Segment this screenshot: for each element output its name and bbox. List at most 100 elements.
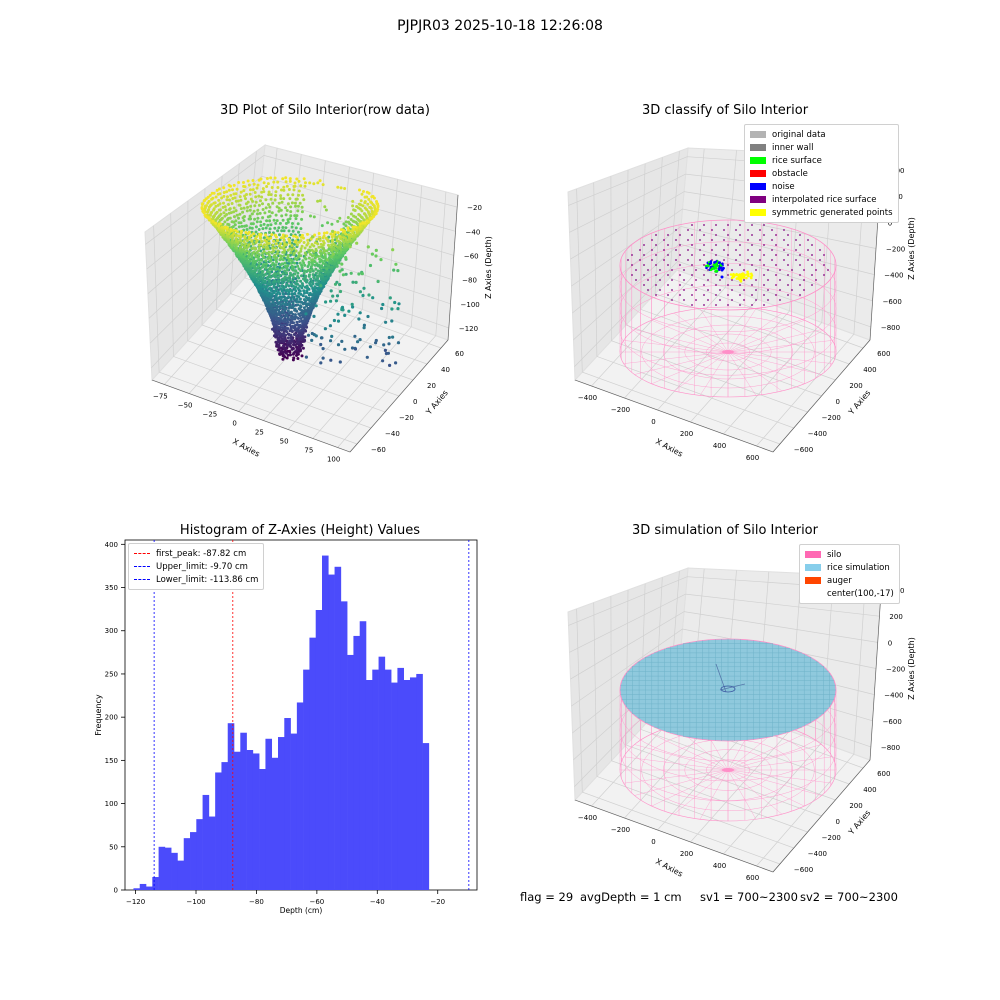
plot1-point [282,323,286,327]
plot1-ztick-label: −100 [461,301,480,309]
plot2-interpolated-point [631,274,633,276]
plot1-point [279,194,283,198]
plot2-x-axis [574,379,774,453]
plot2-cylinder [619,219,837,398]
plot1-point [257,273,261,277]
plot3-bar [265,738,273,890]
plot1-noise-point [336,312,340,316]
plot2-interpolated-point [803,279,805,281]
plot1-point [265,185,269,188]
plot1-point [237,181,241,184]
plot4-xtick-label: 400 [713,862,726,870]
plot1-point [257,228,261,231]
plot1-point [303,256,307,260]
plot3-bar [334,566,342,890]
plot1-point [212,207,216,211]
plot1-point [258,211,262,215]
plot1-point [273,198,277,202]
plot2-interpolated-point [723,229,725,231]
plot1-point [255,284,259,287]
plot2-bottom-spoke [727,312,783,353]
plot2-interpolated-point [807,249,809,251]
plot1-point [286,220,290,224]
plot1-point [217,187,221,191]
plot1-point [349,229,353,233]
plot1-noise-point [391,335,395,339]
plot1-noise-point [336,343,341,347]
plot1-point [261,277,265,281]
leg2-entry: rice surface [750,154,893,167]
plot2-rice-noise-point [714,267,718,270]
plot1-point [299,342,303,346]
plot1-point [228,216,232,220]
plot2-interpolated-point [779,299,781,301]
plot1-point [298,297,302,301]
plot2-interpolated-point [715,284,717,286]
plot1-point [246,200,250,204]
plot1-noise-point [332,318,336,323]
plot1-point [219,212,223,216]
plot1-point [297,267,301,271]
plot1-point [265,300,268,304]
plot1-point [293,257,297,260]
plot1-point [260,239,264,243]
plot1-point [203,213,207,217]
plot2-interpolated-point [771,239,773,241]
plot1-point [252,258,256,262]
plot1-point [289,233,293,237]
plot1-point [288,323,292,327]
plot2-interpolated-point [727,224,729,226]
plot1-point [254,230,258,234]
plot2-interpolated-point [691,254,693,256]
plot2-ytick-label: 200 [849,382,862,390]
plot1-point [281,302,285,305]
plot1-point [288,344,292,348]
plot1-ygrid [170,213,372,429]
plot1-point [351,225,355,229]
plot1-point [276,271,280,275]
plot1-point [291,222,294,225]
plot1-point [278,244,281,248]
plot3-bar [378,656,386,890]
plot1-noise-point [353,347,358,351]
plot1-point [294,269,298,273]
plot1-point [311,296,315,300]
plot1-noise-point [379,258,383,262]
plot2-interpolated-point [687,249,689,251]
plot1-point [262,236,266,240]
plot1-point [239,245,243,249]
plot1-point [289,320,293,324]
plot3-bar [372,669,379,890]
plot1-point [302,241,306,244]
plot2-interpolated-point [747,259,749,261]
plot2-interpolated-point [695,269,697,271]
plot1-point [300,319,304,323]
plot2-interpolated-point [747,239,749,241]
plot1-noise-point [362,326,366,330]
plot1-point [256,280,259,283]
plot1-point [252,232,256,236]
plot1-point [293,240,297,244]
plot1-ytick-label: −60 [371,446,386,454]
plot1-point [267,203,270,206]
plot1-point [341,248,345,252]
plot2-interpolated-point [683,289,685,291]
plot3-bar [139,883,147,890]
plot2-interpolated-point [635,279,637,281]
plot1-xtick-label: −50 [178,402,193,410]
plot1-point [297,179,301,183]
plot1-noise-point [338,360,342,364]
plot2-interpolated-point [631,254,633,256]
plot2-ytick-label: 0 [836,398,840,406]
plot1-point [255,235,259,238]
plot1-point [271,261,275,265]
plot1-point [299,292,303,296]
plot1-noise-point [387,342,391,346]
plot1-point [339,228,343,232]
plot4-xgrid [756,576,867,867]
plot1-point [275,304,279,308]
plot1-point [368,216,372,220]
plot1-point [214,221,218,225]
plot1-noise-point [321,255,325,259]
plot2-bottom-spoke [727,351,833,364]
